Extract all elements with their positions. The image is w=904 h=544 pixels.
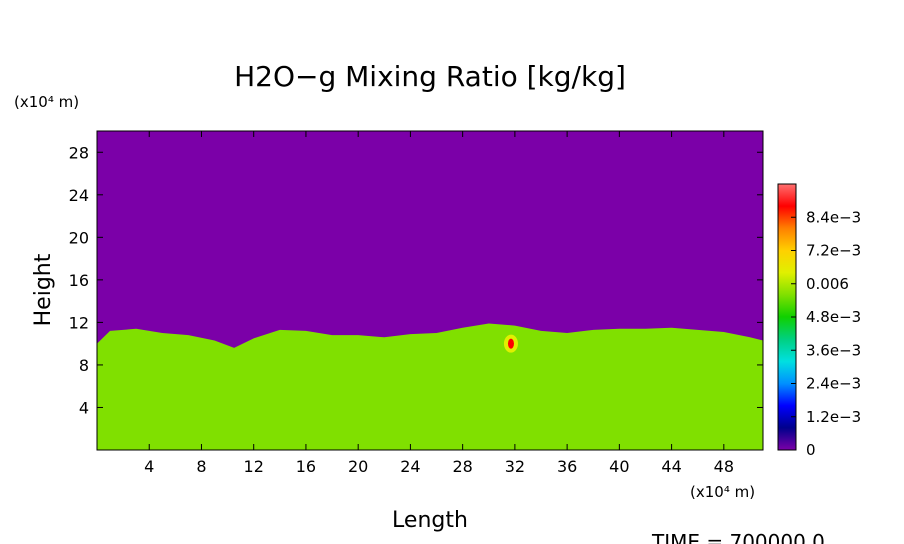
x-tick-label: 28 bbox=[452, 457, 472, 476]
colorbar-tick-label: 8.4e−3 bbox=[806, 208, 861, 226]
x-tick-label: 48 bbox=[714, 457, 734, 476]
colorbar-tick-label: 0.006 bbox=[806, 275, 849, 293]
colorbar-tick-label: 2.4e−3 bbox=[806, 375, 861, 393]
x-tick-label: 20 bbox=[348, 457, 368, 476]
colorbar-tick-label: 7.2e−3 bbox=[806, 242, 861, 260]
x-tick-label: 44 bbox=[661, 457, 681, 476]
x-tick-label: 8 bbox=[196, 457, 206, 476]
colorbar: 0 1.2e−3 2.4e−3 3.6e−3 4.8e−3 0.006 7.2e−3 8.4e… bbox=[777, 183, 861, 459]
x-tick-label: 4 bbox=[144, 457, 154, 476]
colorbar-ticks: 0 1.2e−3 2.4e−3 3.6e−3 4.8e−3 0.006 7.2e−3 8.4e… bbox=[791, 208, 861, 459]
y-axis-unit: (x10⁴ m) bbox=[14, 93, 79, 111]
x-tick-label: 32 bbox=[505, 457, 525, 476]
y-tick-label: 16 bbox=[69, 271, 89, 290]
x-axis: 4 8 12 16 20 24 28 32 36 40 44 48 bbox=[144, 131, 734, 476]
x-tick-label: 36 bbox=[557, 457, 577, 476]
y-tick-label: 28 bbox=[69, 143, 89, 162]
x-tick-label: 16 bbox=[296, 457, 316, 476]
y-tick-label: 8 bbox=[79, 356, 89, 375]
x-tick-label: 40 bbox=[609, 457, 629, 476]
colorbar-tick-label: 0 bbox=[806, 441, 816, 459]
hotspot bbox=[507, 338, 514, 349]
time-label: TIME = 700000.0 bbox=[651, 530, 825, 544]
plot-area bbox=[96, 130, 764, 451]
y-tick-label: 12 bbox=[69, 313, 89, 332]
colorbar-tick-label: 4.8e−3 bbox=[806, 308, 861, 326]
x-tick-label: 24 bbox=[400, 457, 420, 476]
colorbar-tick-label: 3.6e−3 bbox=[806, 341, 861, 359]
x-axis-label: Length bbox=[392, 508, 468, 533]
x-tick-label: 12 bbox=[244, 457, 264, 476]
y-tick-label: 24 bbox=[69, 186, 89, 205]
chart-title: H2O−g Mixing Ratio [kg/kg] bbox=[234, 60, 626, 93]
colorbar-tick-label: 1.2e−3 bbox=[806, 408, 861, 426]
y-tick-label: 20 bbox=[69, 228, 89, 247]
upper-layer bbox=[97, 131, 763, 348]
plot-frame bbox=[96, 130, 764, 451]
y-tick-label: 4 bbox=[79, 398, 89, 417]
x-axis-unit: (x10⁴ m) bbox=[690, 483, 755, 501]
y-axis-label: Height bbox=[31, 253, 56, 326]
mixing-ratio-field bbox=[97, 131, 763, 450]
y-axis: 4 8 12 16 20 24 28 bbox=[69, 143, 763, 417]
